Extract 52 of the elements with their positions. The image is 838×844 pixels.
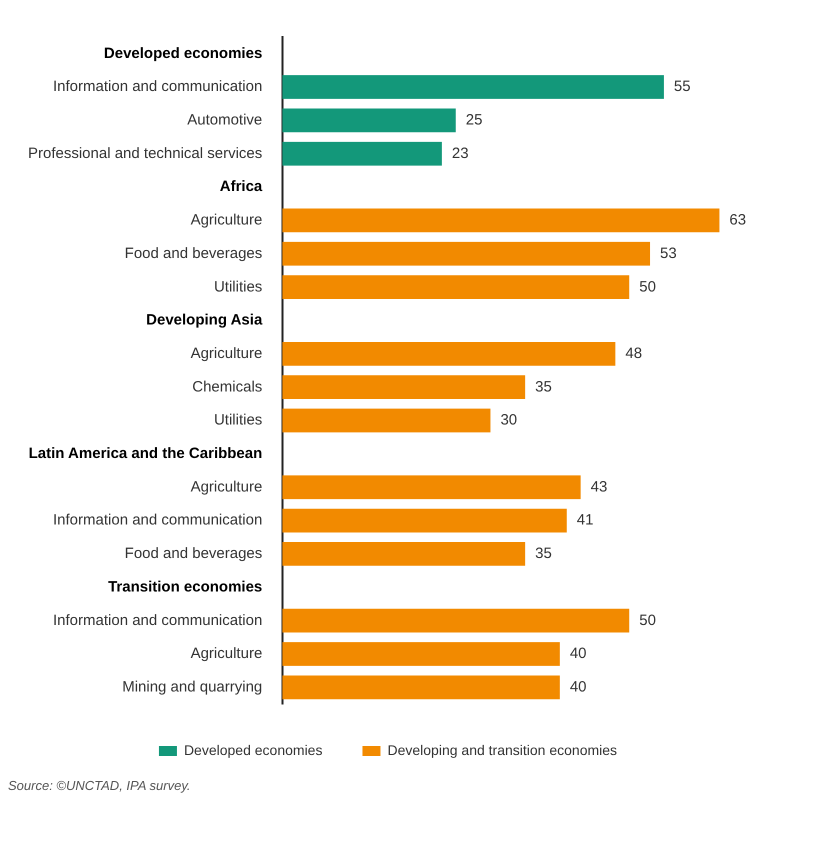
bar	[282, 608, 630, 633]
data-label: 50	[639, 612, 656, 629]
y-tick-label: Information and communication	[53, 512, 262, 529]
y-tick-label: Agriculture	[190, 645, 262, 662]
bar	[282, 108, 456, 132]
y-tick-label: Food and beverages	[124, 244, 262, 262]
data-label: 40	[570, 678, 587, 696]
y-tick-label: Agriculture	[190, 344, 262, 362]
y-tick-label: Food and beverages	[124, 545, 262, 562]
data-label: 25	[466, 112, 482, 129]
data-label: 41	[576, 512, 594, 529]
y-tick-label: Utilities	[214, 278, 262, 296]
data-label: 53	[660, 244, 677, 262]
y-tick-label: Developing Asia	[146, 312, 263, 329]
data-label: 43	[590, 478, 608, 496]
data-label: 23	[452, 144, 469, 162]
data-label: 35	[535, 378, 552, 396]
y-tick-label: Automotive	[187, 112, 262, 129]
y-tick-label: Africa	[220, 178, 263, 196]
bar	[282, 75, 664, 99]
bar	[282, 342, 616, 366]
bar	[282, 675, 560, 700]
bar	[282, 508, 567, 532]
y-tick-label: Transition economies	[108, 578, 262, 596]
bar	[282, 475, 581, 500]
data-label: 50	[639, 278, 656, 296]
data-label: 55	[674, 78, 691, 96]
bar	[282, 242, 650, 266]
bar	[282, 642, 560, 666]
bar	[282, 142, 442, 166]
data-label: 40	[570, 645, 587, 662]
y-tick-label: Information and communication	[53, 78, 262, 96]
data-label: 30	[500, 412, 518, 429]
data-label: 35	[535, 545, 552, 562]
y-tick-label: Mining and quarrying	[122, 678, 262, 696]
data-label: 48	[625, 344, 642, 362]
bar	[282, 375, 526, 400]
source-note: Source: ©UNCTAD, IPA survey.	[8, 778, 192, 793]
y-tick-label: Latin America and the Caribbean	[28, 445, 262, 462]
y-tick-label: Utilities	[214, 412, 262, 429]
bar	[282, 542, 526, 566]
legend-label: Developing and transition economies	[387, 742, 618, 758]
bar	[282, 275, 630, 300]
y-tick-label: Chemicals	[192, 378, 262, 396]
y-tick-label: Agriculture	[190, 212, 262, 229]
data-label: 63	[729, 212, 746, 229]
bar	[282, 408, 490, 432]
y-tick-label: Information and communication	[53, 612, 262, 629]
bar	[282, 208, 720, 232]
y-tick-label: Professional and technical services	[28, 144, 262, 162]
y-tick-label: Agriculture	[190, 478, 262, 496]
y-tick-label: Developed economies	[104, 44, 262, 62]
